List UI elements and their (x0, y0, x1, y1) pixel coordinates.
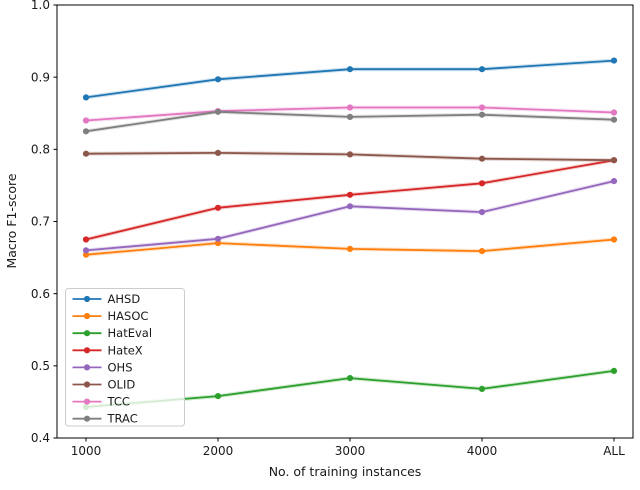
series-ahsd (82, 57, 618, 101)
series-tcc (82, 104, 618, 124)
data-point-hateval (478, 385, 486, 392)
legend-label: HateX (108, 343, 143, 357)
data-point-trac (610, 116, 618, 123)
legend-marker (83, 398, 91, 405)
legend-label: OHS (108, 360, 133, 374)
legend-item-hatex: HateX (72, 343, 143, 357)
data-point-hatex (82, 236, 90, 243)
legend-item-hasoc: HASOC (72, 309, 149, 323)
legend-marker (83, 347, 91, 354)
x-tick-label: 2000 (203, 444, 234, 458)
series-hasoc (82, 236, 618, 258)
legend-item-ohs: OHS (72, 360, 133, 374)
x-tick-label: ALL (603, 444, 625, 458)
data-point-ahsd (346, 66, 354, 73)
y-axis-label: Macro F1-score (4, 173, 19, 268)
data-point-olid (346, 151, 354, 158)
data-point-tcc (610, 109, 618, 116)
x-axis-label: No. of training instances (269, 464, 422, 479)
legend-item-olid: OLID (72, 378, 136, 392)
y-tick-label: 1.0 (31, 0, 50, 12)
legend-label: AHSD (108, 292, 141, 306)
series-trac (82, 108, 618, 135)
legend-box (65, 288, 185, 427)
series-olid (82, 149, 618, 164)
data-point-hasoc (214, 240, 222, 247)
data-point-ahsd (82, 94, 90, 101)
legend-label: OLID (108, 378, 136, 392)
y-tick-label: 0.6 (31, 287, 50, 301)
legend-label: TRAC (107, 412, 138, 426)
legend-marker (83, 364, 91, 371)
data-point-hatex (346, 191, 354, 198)
data-point-ahsd (478, 66, 486, 73)
data-point-olid (214, 149, 222, 156)
data-point-trac (346, 113, 354, 120)
legend-item-tcc: TCC (72, 395, 130, 409)
legend: AHSD HASOC HatEval HateX OHS OLID TCC TRAC (65, 288, 185, 427)
data-point-tcc (346, 104, 354, 111)
legend-label: HASOC (108, 309, 149, 323)
legend-label: TCC (107, 395, 130, 409)
data-point-hatex (478, 180, 486, 187)
data-point-ohs (346, 203, 354, 210)
data-point-hasoc (82, 251, 90, 258)
data-point-hasoc (346, 245, 354, 252)
data-point-hasoc (478, 248, 486, 255)
data-point-tcc (478, 104, 486, 111)
y-tick-label: 0.5 (31, 359, 50, 373)
y-tick-label: 0.4 (31, 431, 50, 445)
series-ohs (82, 178, 618, 254)
y-tick-label: 0.9 (31, 70, 50, 84)
data-point-ohs (478, 209, 486, 216)
legend-item-trac: TRAC (72, 412, 138, 426)
y-tick-label: 0.7 (31, 215, 50, 229)
legend-marker (83, 381, 91, 388)
data-point-ohs (82, 247, 90, 254)
plot-area: 1.0 0.9 0.8 0.7 0.6 0.5 0.4 1000 2000 3000 4000 ALL (31, 0, 634, 458)
data-point-hateval (214, 393, 222, 400)
data-point-hateval (610, 367, 618, 374)
data-point-trac (82, 128, 90, 135)
legend-item-ahsd: AHSD (72, 292, 141, 306)
legend-marker (83, 415, 91, 422)
data-point-hateval (346, 375, 354, 382)
x-tick-label: 1000 (71, 444, 102, 458)
data-point-hatex (214, 204, 222, 211)
data-point-hasoc (610, 236, 618, 243)
legend-marker (83, 330, 91, 337)
data-point-olid (478, 155, 486, 162)
x-tick-label: 4000 (467, 444, 498, 458)
legend-marker (83, 313, 91, 320)
y-tick-label: 0.8 (31, 143, 50, 157)
x-tick-label: 3000 (335, 444, 366, 458)
data-point-ahsd (214, 76, 222, 83)
series-halo-ohs (85, 179, 615, 253)
data-point-olid (82, 150, 90, 157)
legend-marker (83, 295, 91, 303)
data-point-ahsd (610, 57, 618, 64)
data-point-olid (610, 157, 618, 164)
legend-item-hateval: HatEval (72, 326, 153, 340)
data-point-ohs (214, 235, 222, 242)
data-point-trac (478, 111, 486, 118)
legend-label: HatEval (108, 326, 153, 340)
series-line-ohs (85, 180, 615, 252)
data-point-trac (214, 108, 222, 115)
data-point-ohs (610, 178, 618, 185)
data-point-tcc (82, 117, 90, 124)
